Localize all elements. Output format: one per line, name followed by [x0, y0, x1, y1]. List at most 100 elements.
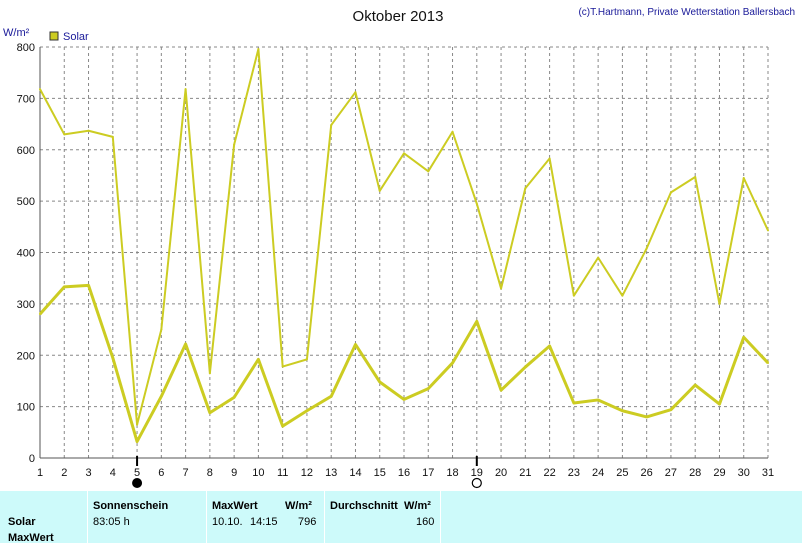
data-point-avg	[718, 403, 721, 406]
y-tick-label: 800	[17, 42, 35, 54]
y-tick-label: 300	[17, 299, 35, 311]
x-tick-label: 6	[158, 467, 164, 479]
data-point-max	[451, 130, 454, 133]
data-point-max	[718, 302, 721, 305]
data-point-avg	[354, 343, 357, 346]
data-point-max	[136, 423, 139, 426]
data-point-max	[645, 247, 648, 250]
y-tick-label: 600	[17, 145, 35, 157]
legend-label: Solar	[63, 31, 89, 43]
col-header-maxwert-unit: W/m²	[285, 500, 312, 512]
data-point-avg	[136, 440, 139, 443]
data-point-avg	[500, 389, 503, 392]
y-tick-label: 400	[17, 248, 35, 260]
data-point-max	[160, 328, 163, 331]
col-header-durchschnitt: Durchschnitt	[330, 500, 398, 512]
x-tick-label: 8	[207, 467, 213, 479]
data-point-max	[354, 91, 357, 94]
x-tick-label: 31	[762, 467, 774, 479]
data-point-avg	[597, 398, 600, 401]
data-point-max	[257, 48, 260, 51]
value-maxwert: 796	[298, 516, 317, 528]
x-tick-label: 20	[495, 467, 507, 479]
row-label-maxwert: MaxWert	[8, 532, 54, 544]
y-unit-label: W/m²	[3, 27, 30, 39]
data-point-avg	[257, 358, 260, 361]
data-point-avg	[427, 387, 430, 390]
x-tick-label: 21	[519, 467, 531, 479]
data-point-avg	[378, 380, 381, 383]
copyright-credit: (c)T.Hartmann, Private Wetterstation Bal…	[578, 7, 795, 18]
x-tick-label: 11	[277, 467, 288, 479]
new-moon-icon	[132, 478, 143, 488]
data-point-max	[694, 175, 697, 178]
data-point-max	[427, 170, 430, 173]
series-line-avg	[38, 283, 770, 444]
data-point-avg	[524, 366, 527, 369]
chart-title: Oktober 2013	[353, 8, 444, 25]
x-tick-label: 3	[85, 467, 91, 479]
y-tick-label: 700	[17, 93, 35, 105]
data-point-max	[572, 294, 575, 297]
x-tick-label: 15	[374, 467, 386, 479]
data-point-max	[767, 229, 769, 232]
x-tick-label: 14	[349, 467, 361, 479]
x-tick-label: 25	[616, 467, 628, 479]
data-point-max	[669, 191, 672, 194]
x-tick-label: 29	[713, 467, 725, 479]
x-tick-label: 13	[325, 467, 337, 479]
data-point-max	[378, 189, 381, 192]
data-point-max	[597, 256, 600, 259]
x-tick-label: 17	[422, 467, 434, 479]
x-tick-label: 27	[665, 467, 677, 479]
x-tick-label: 26	[641, 467, 653, 479]
value-maxwert-time: 14:15	[250, 516, 278, 528]
series-line-max	[39, 48, 769, 426]
y-tick-label: 500	[17, 196, 35, 208]
x-tick-label: 19	[471, 467, 483, 479]
y-tick-label: 200	[17, 350, 35, 362]
x-tick-label: 22	[543, 467, 555, 479]
x-tick-label: 10	[252, 467, 264, 479]
data-point-avg	[184, 342, 187, 345]
data-point-max	[524, 187, 527, 190]
data-point-avg	[767, 361, 769, 364]
data-point-avg	[111, 356, 114, 359]
legend-swatch	[49, 31, 59, 41]
data-point-avg	[160, 395, 163, 398]
data-point-avg	[694, 384, 697, 387]
data-point-max	[403, 152, 405, 155]
data-point-max	[305, 358, 308, 361]
data-point-max	[621, 294, 624, 297]
data-point-avg	[87, 284, 90, 287]
data-point-avg	[548, 345, 551, 348]
data-point-avg	[305, 409, 308, 412]
data-point-max	[330, 124, 333, 127]
data-point-avg	[645, 415, 648, 418]
x-tick-label: 16	[398, 467, 410, 479]
data-point-avg	[669, 408, 672, 411]
x-tick-label: 4	[110, 467, 116, 479]
x-tick-label: 12	[301, 467, 313, 479]
x-tick-label: 1	[37, 467, 43, 479]
y-tick-label: 0	[29, 453, 35, 465]
data-point-avg	[330, 395, 333, 398]
x-tick-label: 23	[568, 467, 580, 479]
data-point-max	[742, 177, 745, 180]
data-point-avg	[403, 398, 405, 401]
data-point-avg	[39, 313, 41, 316]
x-tick-label: 28	[689, 467, 701, 479]
data-point-max	[475, 202, 478, 205]
summary-table: Solar MaxWert Sonnenschein 83:05 h MaxWe…	[0, 491, 802, 544]
x-tick-label: 2	[61, 467, 67, 479]
col-header-maxwert: MaxWert	[212, 500, 258, 512]
data-point-max	[208, 372, 211, 375]
data-point-avg	[742, 336, 745, 339]
value-maxwert-date: 10.10.	[212, 516, 243, 528]
col-header-durchschnitt-unit: W/m²	[404, 500, 431, 512]
col-header-sonnenschein: Sonnenschein	[93, 500, 169, 512]
data-point-max	[184, 88, 187, 91]
data-point-max	[111, 135, 114, 138]
data-point-avg	[572, 402, 575, 405]
